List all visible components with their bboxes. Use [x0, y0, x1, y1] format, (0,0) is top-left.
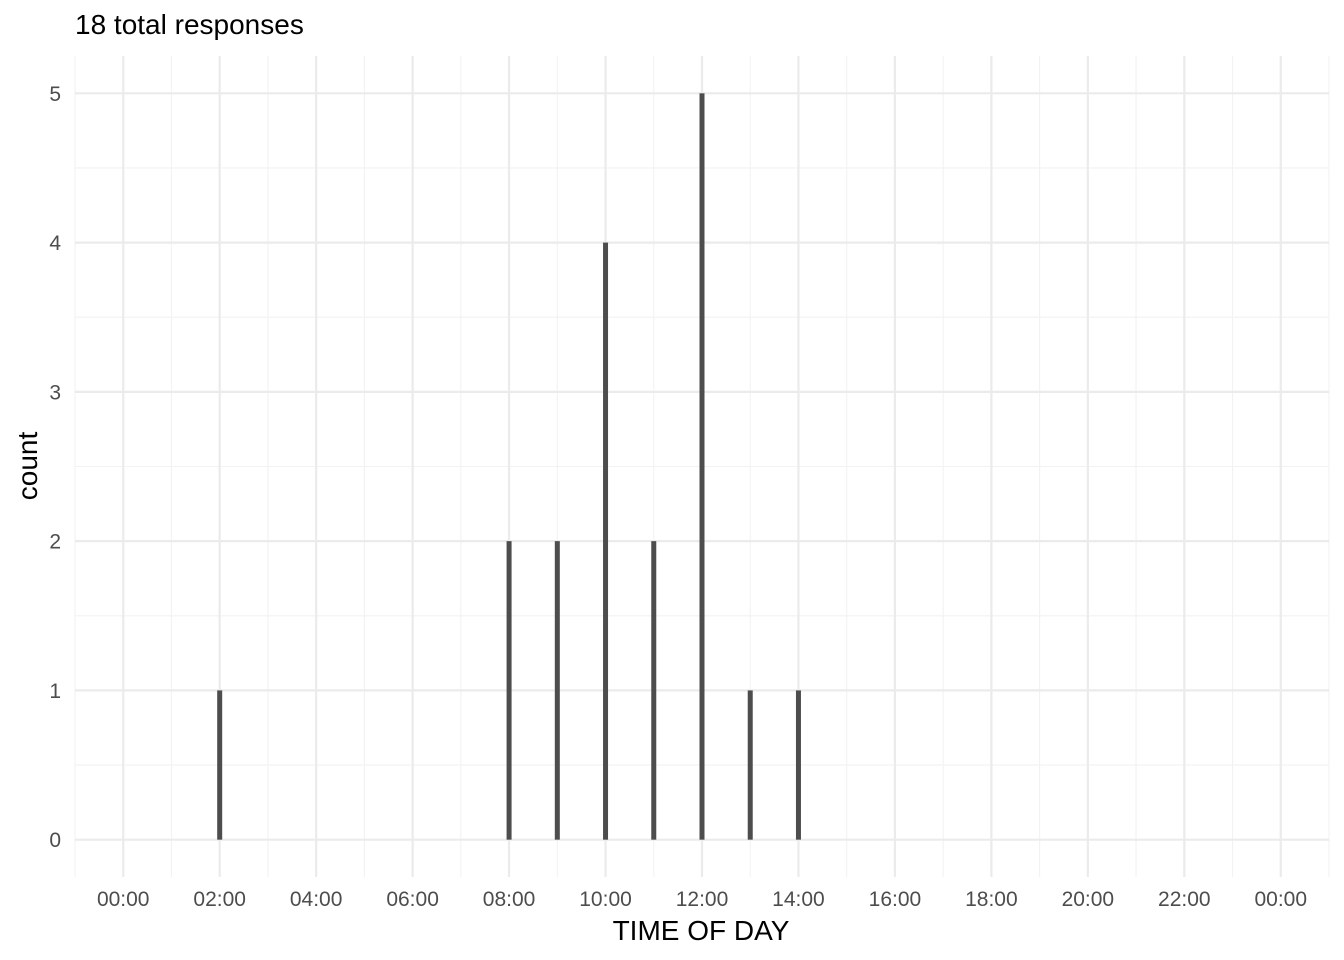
bar — [603, 242, 609, 840]
bar — [699, 93, 705, 840]
bar — [217, 690, 223, 840]
bars — [217, 93, 801, 840]
x-tick-label: 16:00 — [869, 888, 922, 911]
chart-title: 18 total responses — [75, 9, 304, 40]
bar — [795, 690, 801, 840]
y-tick-label: 3 — [49, 381, 61, 404]
x-tick-label: 20:00 — [1062, 888, 1115, 911]
y-tick-label: 0 — [49, 829, 61, 852]
x-tick-label: 10:00 — [579, 888, 632, 911]
x-tick-label: 12:00 — [676, 888, 729, 911]
y-axis-ticks: 0 1 2 3 4 5 — [49, 83, 61, 852]
x-tick-label: 22:00 — [1158, 888, 1211, 911]
y-tick-label: 4 — [49, 232, 61, 255]
y-tick-label: 1 — [49, 680, 61, 703]
y-tick-label: 2 — [49, 531, 61, 554]
bar — [506, 541, 512, 840]
x-tick-label: 00:00 — [1254, 888, 1307, 911]
bar — [651, 541, 657, 840]
bar — [747, 690, 753, 840]
x-tick-label: 04:00 — [290, 888, 343, 911]
y-tick-label: 5 — [49, 83, 61, 106]
x-tick-label: 02:00 — [193, 888, 246, 911]
x-tick-label: 14:00 — [772, 888, 825, 911]
y-axis-title: count — [12, 432, 43, 501]
x-axis-ticks: 00:00 02:00 04:00 06:00 08:00 10:00 12:00 14:00… — [97, 888, 1307, 911]
bar — [554, 541, 560, 840]
x-tick-label: 06:00 — [386, 888, 439, 911]
x-tick-label: 08:00 — [483, 888, 536, 911]
x-tick-label: 18:00 — [965, 888, 1018, 911]
x-axis-title: TIME OF DAY — [613, 915, 790, 946]
x-tick-label: 00:00 — [97, 888, 150, 911]
